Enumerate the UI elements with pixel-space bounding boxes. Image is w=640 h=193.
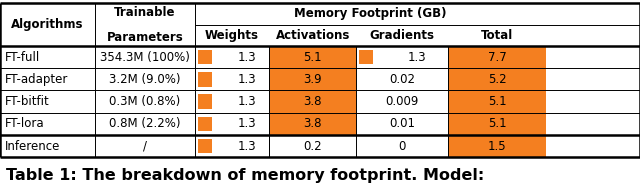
Text: 0.3M (0.8%): 0.3M (0.8%) <box>109 95 180 108</box>
Text: 0.2: 0.2 <box>303 140 322 153</box>
Bar <box>359 50 373 64</box>
Text: 1.3: 1.3 <box>237 51 256 63</box>
Text: FT-bitfit: FT-bitfit <box>5 95 50 108</box>
Text: 0.01: 0.01 <box>389 117 415 130</box>
Bar <box>448 113 546 135</box>
Text: 1.3: 1.3 <box>237 117 256 130</box>
Text: 0.009: 0.009 <box>385 95 419 108</box>
Text: 1.3: 1.3 <box>237 73 256 86</box>
Text: Trainable: Trainable <box>114 6 176 19</box>
Text: Total: Total <box>481 29 513 42</box>
Text: 7.7: 7.7 <box>488 51 506 63</box>
Text: 0.8M (2.2%): 0.8M (2.2%) <box>109 117 180 130</box>
Bar <box>448 68 546 91</box>
Text: 1.3: 1.3 <box>237 140 256 153</box>
Bar <box>198 50 212 64</box>
Bar <box>269 68 356 91</box>
Text: 354.3M (100%): 354.3M (100%) <box>100 51 190 63</box>
Text: 5.1: 5.1 <box>303 51 322 63</box>
Bar <box>269 91 356 113</box>
Bar <box>198 139 212 153</box>
Text: 3.9: 3.9 <box>303 73 322 86</box>
Text: Activations: Activations <box>275 29 350 42</box>
Text: FT-lora: FT-lora <box>5 117 45 130</box>
Text: FT-full: FT-full <box>5 51 40 63</box>
Text: FT-adapter: FT-adapter <box>5 73 68 86</box>
Text: 3.8: 3.8 <box>303 117 322 130</box>
Text: Weights: Weights <box>205 29 259 42</box>
Text: /: / <box>143 140 147 153</box>
Text: 1.3: 1.3 <box>237 95 256 108</box>
Text: 5.1: 5.1 <box>488 95 506 108</box>
Bar <box>269 46 356 68</box>
Text: 5.1: 5.1 <box>488 117 506 130</box>
Bar <box>448 135 546 157</box>
Text: 1.3: 1.3 <box>408 51 426 63</box>
Text: 0.02: 0.02 <box>389 73 415 86</box>
Bar <box>448 46 546 68</box>
Text: 0: 0 <box>399 140 406 153</box>
Text: 1.5: 1.5 <box>488 140 506 153</box>
Text: Algorithms: Algorithms <box>11 18 84 31</box>
Text: Parameters: Parameters <box>107 31 183 44</box>
Text: Memory Footprint (GB): Memory Footprint (GB) <box>294 8 447 20</box>
Text: 3.2M (9.0%): 3.2M (9.0%) <box>109 73 180 86</box>
Text: 3.8: 3.8 <box>303 95 322 108</box>
Bar <box>198 94 212 109</box>
Bar <box>448 91 546 113</box>
Text: Inference: Inference <box>5 140 61 153</box>
Text: Gradients: Gradients <box>370 29 435 42</box>
Bar <box>198 117 212 131</box>
Bar <box>269 113 356 135</box>
Text: 5.2: 5.2 <box>488 73 506 86</box>
Bar <box>198 72 212 87</box>
Text: Table 1: The breakdown of memory footprint. Model:: Table 1: The breakdown of memory footpri… <box>6 168 484 183</box>
